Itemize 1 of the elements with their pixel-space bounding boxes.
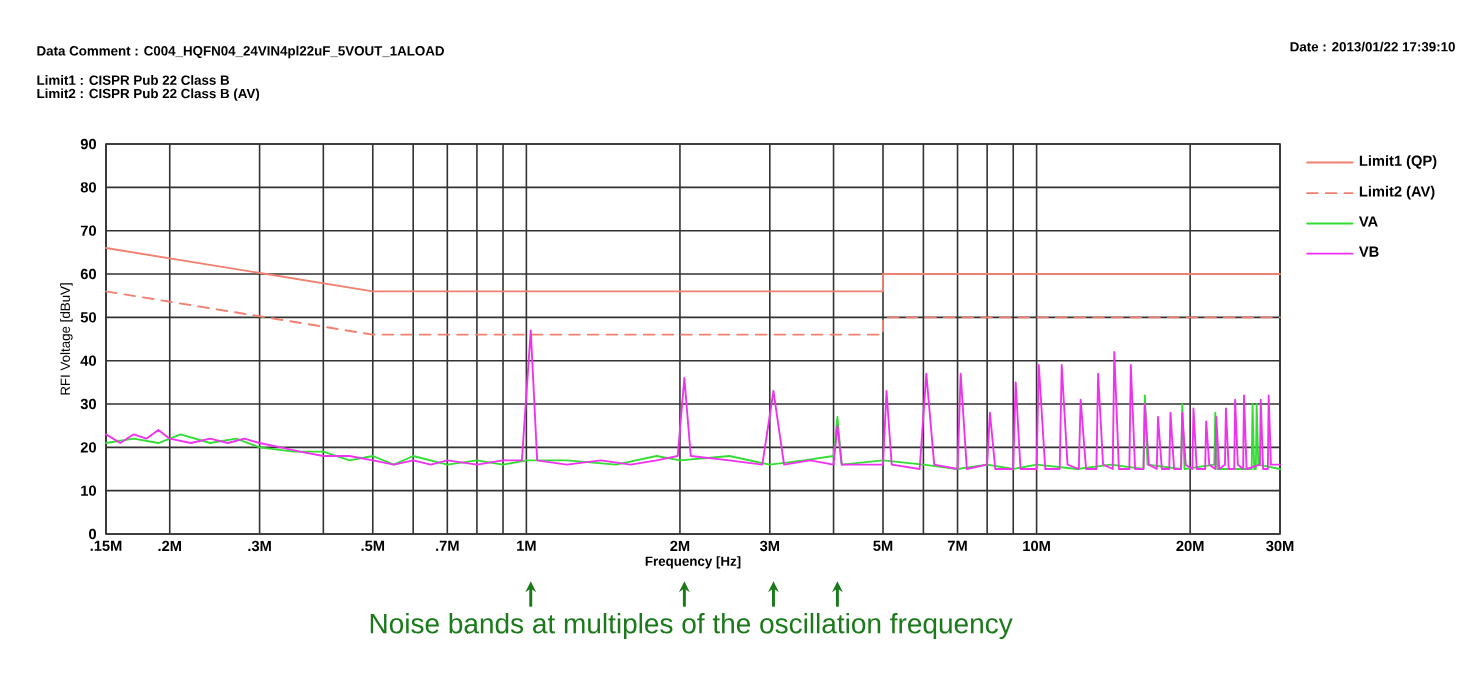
text: Noise bands at multiples of the oscillation frequency <box>370 612 1013 640</box>
